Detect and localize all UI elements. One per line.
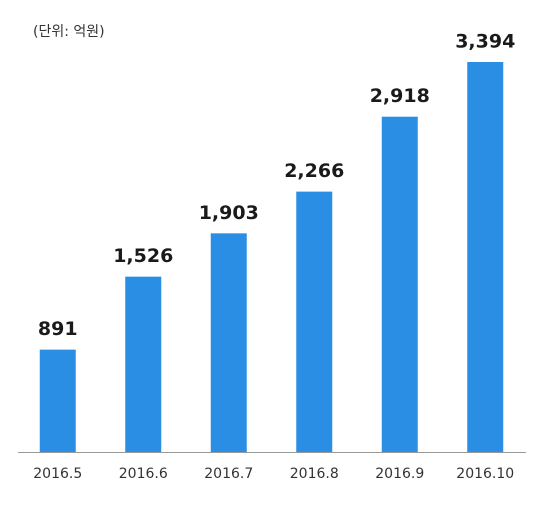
x-tick-label: 2016.6	[119, 466, 168, 482]
bar	[39, 349, 76, 452]
bar	[125, 276, 162, 452]
value-label: 2,918	[370, 85, 430, 107]
x-tick-label: 2016.5	[33, 466, 82, 482]
x-tick-label: 2016.9	[375, 466, 424, 482]
bar	[381, 116, 418, 452]
value-label: 1,903	[199, 202, 259, 224]
value-label: 1,526	[113, 245, 173, 267]
bar	[467, 62, 504, 452]
bar	[296, 191, 333, 452]
value-label: 891	[38, 318, 78, 340]
value-label: 3,394	[455, 31, 515, 53]
x-tick-label: 2016.10	[456, 466, 514, 482]
x-tick-label: 2016.7	[204, 466, 253, 482]
value-label: 2,266	[284, 160, 344, 182]
x-tick-label: 2016.8	[290, 466, 339, 482]
unit-note: (단위: 억원)	[33, 24, 105, 40]
bar	[210, 233, 247, 452]
